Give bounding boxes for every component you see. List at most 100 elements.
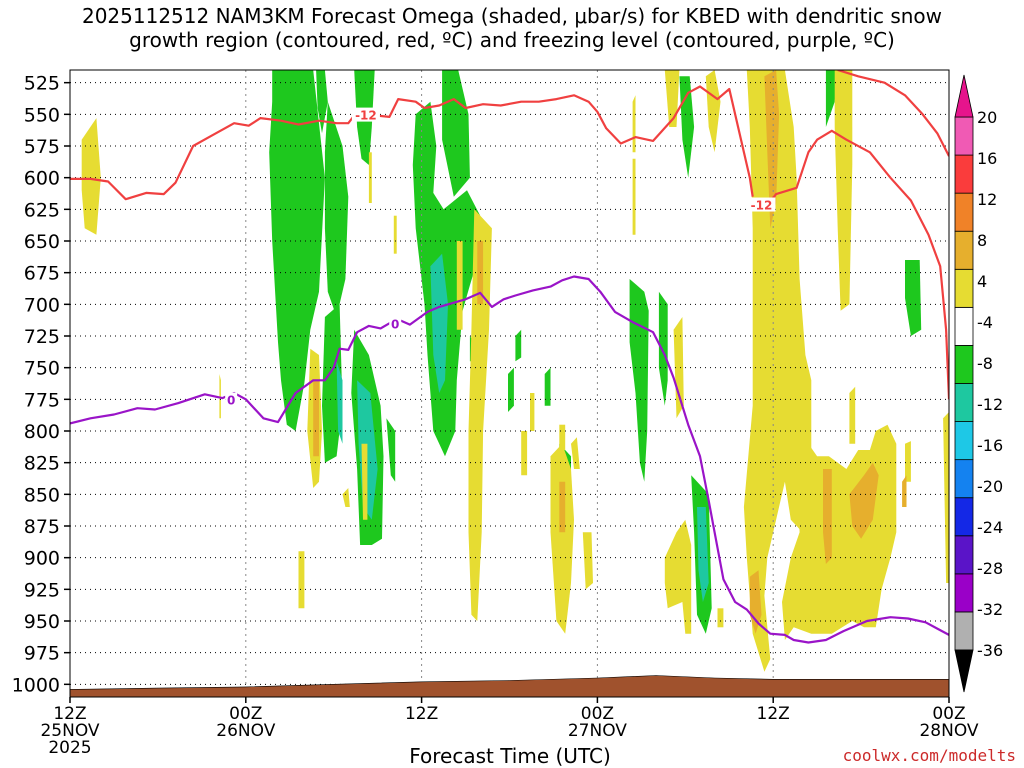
- contour-label-bg-1: [747, 197, 776, 212]
- contour-label-0: -12: [355, 109, 377, 123]
- y-tick-label-0: 525: [24, 73, 60, 95]
- colorbar-swatch-4: [954, 459, 974, 499]
- omega-region-49: [834, 70, 853, 311]
- colorbar-swatch-8: [954, 306, 974, 346]
- contour-layer: -12 -12 0 0: [70, 70, 949, 644]
- x-tick-label-0-1: 25NOV: [40, 721, 99, 741]
- omega-region-25: [219, 374, 221, 419]
- x-tick-label-5-1: 28NOV: [919, 721, 978, 741]
- y-tick-label-4: 625: [24, 199, 60, 221]
- y-tick-label-14: 875: [24, 516, 60, 538]
- colorbar-label-3: 8: [977, 231, 987, 250]
- colorbar: 20 16 12 8 4 -4 -8 -12 -16 -20 -24 -28 -32 -36: [954, 74, 1003, 693]
- contour-line-0: [70, 85, 754, 201]
- chart-title: 2025112512 NAM3KM Forecast Omega (shaded…: [0, 4, 1024, 52]
- y-tick-label-17: 950: [24, 611, 60, 633]
- omega-region-40: [632, 95, 636, 153]
- colorbar-label-0: 20: [977, 108, 997, 127]
- contour-label-bg-2: [225, 392, 238, 407]
- omega-region-31: [393, 215, 397, 254]
- y-tick-label-5: 650: [24, 231, 60, 253]
- omega-region-2: [324, 101, 349, 317]
- omega-region-52: [943, 412, 949, 583]
- omega-region-10: [515, 329, 522, 362]
- x-tick-label-0-2: 2025: [48, 738, 91, 758]
- contour-line-2: [837, 70, 949, 157]
- contour-line-3: [70, 275, 949, 644]
- x-tick-label-4-0: 12Z: [757, 704, 790, 724]
- contour-label-3: 0: [391, 318, 399, 332]
- colorbar-bottom-arrow: [954, 649, 974, 693]
- omega-region-35: [530, 393, 535, 431]
- y-tick-label-1: 550: [24, 104, 60, 126]
- omega-region-14: [629, 279, 649, 482]
- omega-region-8: [386, 418, 396, 482]
- omega-region-44: [664, 519, 692, 634]
- omega-region-23: [697, 507, 709, 602]
- omega-region-39: [582, 532, 593, 590]
- colorbar-label-11: -28: [977, 559, 1003, 578]
- omega-region-33: [468, 209, 492, 622]
- omega-region-43: [673, 317, 684, 419]
- colorbar-label-5: -4: [977, 313, 993, 332]
- colorbar-label-9: -20: [977, 477, 1003, 496]
- colorbar-label-8: -16: [977, 436, 1003, 455]
- colorbar-label-2: 12: [977, 190, 997, 209]
- y-tick-label-12: 825: [24, 453, 60, 475]
- y-tick-label-3: 600: [24, 168, 60, 190]
- omega-region-16: [658, 291, 668, 406]
- omega-region-28: [342, 488, 350, 507]
- y-tick-label-11: 800: [24, 421, 60, 443]
- y-axis: 525 550 575 600 625 650 675 700 725 750 775 800 825 8…: [12, 73, 70, 696]
- colorbar-label-13: -36: [977, 641, 1003, 660]
- omega-region-12: [544, 367, 551, 406]
- omega-region-47: [743, 70, 812, 672]
- x-tick-label-1-0: 00Z: [229, 704, 262, 724]
- omega-region-27: [298, 551, 305, 609]
- y-tick-label-18: 975: [24, 643, 60, 665]
- colorbar-swatch-13: [954, 116, 974, 156]
- x-tick-label-3-1: 27NOV: [568, 721, 627, 741]
- omega-region-53: [313, 380, 319, 457]
- colorbar-label-10: -24: [977, 518, 1003, 537]
- colorbar-swatch-6: [954, 383, 974, 422]
- colorbar-swatch-3: [954, 497, 974, 537]
- omega-region-19: [905, 260, 922, 336]
- y-tick-label-15: 900: [24, 548, 60, 570]
- colorbar-swatch-7: [954, 345, 974, 384]
- y-tick-label-6: 675: [24, 263, 60, 285]
- colorbar-label-4: 4: [977, 272, 987, 291]
- plot-frame: [69, 69, 950, 698]
- colorbar-swatch-2: [954, 535, 974, 575]
- x-tick-label-3-0: 00Z: [581, 704, 614, 724]
- y-tick-label-9: 750: [24, 358, 60, 380]
- contour-label-1: -12: [751, 199, 773, 213]
- y-tick-label-7: 700: [24, 294, 60, 316]
- y-tick-label-2: 575: [24, 136, 60, 158]
- terrain-layer: [70, 675, 949, 697]
- omega-region-32: [456, 241, 463, 330]
- omega-region-34: [521, 431, 528, 476]
- omega-region-55: [559, 481, 566, 533]
- terrain-fill: [70, 675, 949, 697]
- x-tick-label-2-0: 12Z: [405, 704, 438, 724]
- colorbar-swatch-1: [954, 573, 974, 613]
- y-tick-label-10: 775: [24, 389, 60, 411]
- x-tick-label-1-1: 26NOV: [216, 721, 275, 741]
- y-tick-label-8: 725: [24, 326, 60, 348]
- colorbar-label-12: -32: [977, 600, 1003, 619]
- colorbar-swatch-11: [954, 192, 974, 232]
- x-tick-label-5-0: 00Z: [932, 704, 965, 724]
- contour-label-bg-3: [389, 316, 402, 331]
- x-axis-label: Forecast Time (UTC): [409, 744, 611, 768]
- omega-region-58: [823, 469, 832, 564]
- colorbar-swatch-9: [954, 268, 974, 308]
- omega-region-37: [550, 443, 574, 634]
- contour-label-2: 0: [227, 394, 235, 408]
- omega-region-22: [336, 361, 343, 444]
- omega-region-42: [632, 158, 636, 235]
- y-tick-label-19: 1000: [12, 674, 60, 696]
- x-tick-label-0-0: 12Z: [53, 704, 86, 724]
